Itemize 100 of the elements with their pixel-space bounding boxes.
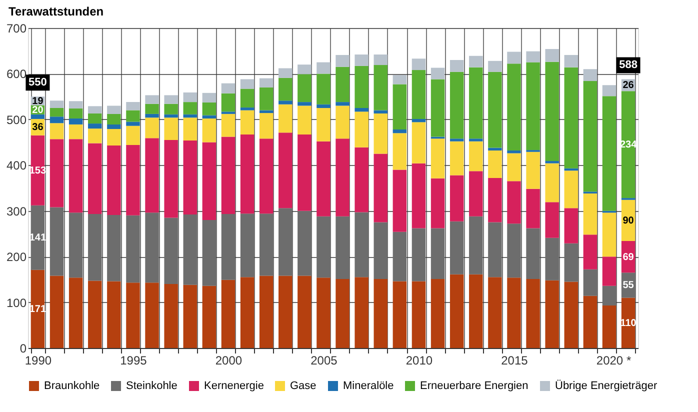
bar: [374, 278, 388, 348]
bar: [469, 138, 483, 142]
bar: [488, 178, 502, 222]
bar: [316, 278, 330, 348]
bar: [507, 52, 521, 64]
bar: [450, 60, 464, 72]
bar: [392, 84, 407, 130]
bar: [88, 124, 102, 129]
bar: [183, 140, 197, 215]
bar: [68, 278, 83, 348]
bar: [164, 284, 178, 348]
bar: [259, 110, 274, 114]
bar: [526, 228, 540, 279]
bar: [50, 276, 64, 348]
bar: [488, 72, 502, 148]
bar: [450, 138, 464, 142]
bar: [450, 141, 464, 176]
bar: [469, 67, 483, 139]
bar: [336, 54, 350, 67]
bar: [126, 102, 140, 110]
bar: [88, 113, 102, 124]
bar: [145, 138, 159, 213]
bar: [374, 154, 388, 222]
bar: [374, 222, 388, 279]
bar: [450, 274, 464, 348]
bar: [316, 62, 330, 74]
bar: [545, 238, 559, 280]
bar: [488, 150, 502, 178]
bar: [164, 218, 178, 284]
bar: [126, 110, 140, 122]
bar: [564, 67, 578, 168]
bar: [240, 88, 254, 108]
bar: [316, 104, 330, 108]
bar: [145, 95, 159, 104]
bar: [183, 102, 197, 114]
bar: [526, 51, 540, 62]
bar: [602, 286, 616, 306]
bar: [488, 277, 502, 348]
bar: [374, 65, 388, 110]
bar: [221, 136, 236, 214]
bar: [221, 280, 236, 348]
bar: [50, 108, 64, 117]
bar: [583, 269, 598, 296]
bar: [526, 62, 540, 150]
bar: [316, 74, 330, 104]
bar: [430, 278, 445, 348]
bar: [412, 228, 426, 282]
bar: [602, 212, 616, 257]
x-tick-label: 2005: [310, 354, 338, 368]
bar: [278, 68, 292, 78]
bar: [564, 243, 578, 282]
legend-label: Braunkohle: [44, 380, 100, 392]
bar: [183, 284, 197, 348]
bar: [392, 232, 407, 282]
bar: [259, 87, 274, 110]
bar: [50, 100, 64, 108]
bar: [564, 54, 578, 68]
bar: [374, 110, 388, 114]
legend-label: Übrige Energieträger: [555, 379, 658, 392]
legend-label: Gase: [290, 380, 316, 392]
bar: [298, 74, 312, 102]
bar: [68, 118, 83, 124]
bar: [126, 215, 140, 283]
bar: [164, 95, 178, 104]
bar: [545, 62, 559, 162]
bar: [88, 128, 102, 144]
bar: [392, 170, 407, 232]
bar: [545, 163, 559, 202]
bar: [126, 122, 140, 126]
data-label: 90: [622, 215, 634, 226]
bar: [392, 281, 407, 348]
bar: [278, 100, 292, 104]
bar: [164, 140, 178, 218]
bar: [374, 113, 388, 154]
bar: [583, 296, 598, 348]
bar: [354, 147, 368, 212]
bar: [526, 188, 540, 228]
x-tick-label: 2020: [596, 354, 624, 368]
y-tick-label: 600: [6, 67, 27, 82]
bar: [469, 274, 483, 348]
bar: [412, 281, 426, 348]
bar: [621, 91, 636, 198]
bar: [88, 143, 102, 214]
bar: [392, 133, 407, 170]
bar: [354, 54, 368, 66]
y-tick-label: 100: [6, 296, 27, 310]
bar: [450, 175, 464, 222]
bar: [583, 234, 598, 270]
bar: [107, 114, 121, 124]
bar: [68, 108, 83, 119]
y-tick-label: 700: [6, 22, 27, 36]
bar: [602, 256, 616, 286]
bar: [450, 72, 464, 139]
bar: [145, 118, 159, 138]
bar: [240, 110, 254, 135]
x-tick-label: 2010: [406, 354, 433, 368]
bar: [107, 214, 121, 282]
bar: [507, 153, 521, 182]
bar: [50, 207, 64, 276]
bar: [316, 141, 330, 216]
